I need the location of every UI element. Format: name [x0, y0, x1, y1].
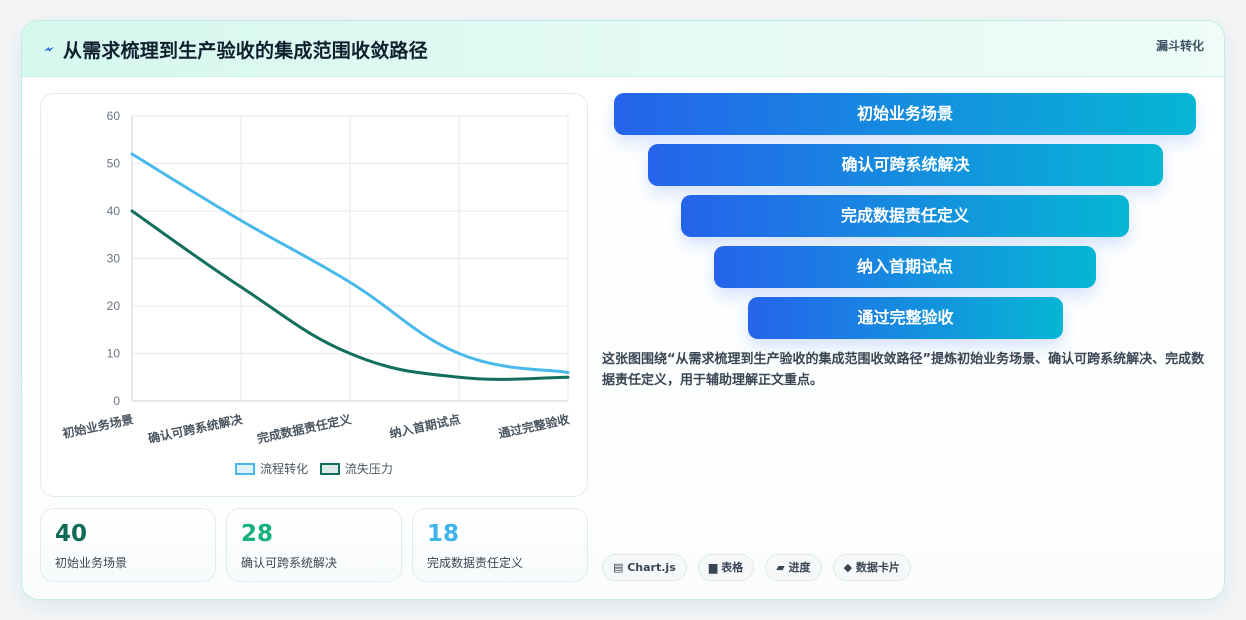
x-tick-label: 初始业务场景: [61, 411, 135, 441]
stat-card-3: 18 完成数据责任定义: [412, 508, 588, 582]
series-line-1: [130, 152, 570, 374]
legend-item-series-1[interactable]: 流程转化: [235, 460, 308, 477]
chip-table[interactable]: ▆ 表格: [697, 554, 755, 581]
y-tick-label: 60: [107, 109, 121, 123]
x-tick-label: 纳入首期试点: [388, 411, 462, 441]
stat-value-1: 40: [55, 521, 88, 547]
header-tag: 漏斗转化: [1155, 39, 1204, 53]
chip-chartjs[interactable]: ▤ Chart.js: [602, 554, 687, 581]
x-tick-label: 确认可跨系统解决: [147, 411, 245, 446]
funnel-stage-2: 确认可跨系统解决: [648, 144, 1163, 186]
stat-label-2: 确认可跨系统解决: [241, 556, 338, 570]
y-tick-label: 40: [107, 204, 121, 218]
chip-label-card: 数据卡片: [855, 561, 900, 574]
chip-label-table: 表格: [721, 561, 744, 574]
page-title: 从需求梳理到生产验收的集成范围收敛路径: [63, 40, 428, 62]
line-chart: 0 10 20 30 40 50 60 初始业务场景 确认可跨系统解决 完成数据责任定义 纳入首期试…: [40, 93, 588, 497]
chart-legend: 流程转化 流失压力: [41, 460, 587, 477]
chip-progress[interactable]: ▰ 进度: [765, 554, 822, 581]
y-tick-label: 10: [107, 347, 121, 361]
tech-chips: ▤ Chart.js ▆ 表格 ▰ 进度 ◆ 数据卡片: [602, 554, 917, 581]
y-tick-label: 30: [107, 252, 121, 266]
stat-label-1: 初始业务场景: [55, 556, 128, 570]
stat-value-3: 18: [427, 521, 460, 547]
card-header: 从需求梳理到生产验收的集成范围收敛路径 漏斗转化: [22, 21, 1224, 77]
funnel-stage-5: 通过完整验收: [748, 297, 1063, 339]
y-tick-label: 0: [113, 394, 120, 408]
y-tick-label: 20: [107, 299, 121, 313]
chart-icon: ▤: [613, 561, 628, 574]
stat-value-2: 28: [241, 521, 274, 547]
stat-card-1: 40 初始业务场景: [40, 508, 216, 582]
stat-label-3: 完成数据责任定义: [427, 556, 524, 570]
progress-icon: ▰: [776, 561, 789, 574]
x-tick-label: 通过完整验收: [497, 411, 571, 441]
legend-swatch-series-1: [235, 463, 256, 475]
stat-card-2: 28 确认可跨系统解决: [226, 508, 402, 582]
card-icon: ◆: [843, 561, 856, 574]
chip-card[interactable]: ◆ 数据卡片: [832, 554, 911, 581]
funnel-stage-1: 初始业务场景: [614, 93, 1196, 135]
chart-canvas: 0 10 20 30 40 50 60 初始业务场景 确认可跨系统解决 完成数据责任定义 纳入首期试…: [61, 109, 571, 446]
x-tick-label: 完成数据责任定义: [256, 411, 354, 446]
chip-label-progress: 进度: [788, 561, 811, 574]
legend-label-series-1: 流程转化: [260, 462, 309, 476]
legend-label-series-2: 流失压力: [344, 462, 393, 476]
legend-item-series-2[interactable]: 流失压力: [319, 460, 393, 477]
lightning-icon: [44, 47, 54, 52]
funnel-stage-4: 纳入首期试点: [714, 246, 1096, 288]
y-tick-label: 50: [107, 157, 121, 171]
main-card: 从需求梳理到生产验收的集成范围收敛路径 漏斗转化 0 10 20 30 40 50 60 初始…: [21, 20, 1225, 600]
series-line-2: [130, 209, 570, 381]
chart-description: 这张图围绕“从需求梳理到生产验收的集成范围收敛路径”提炼初始业务场景、确认可跨系…: [602, 352, 1205, 388]
table-icon: ▆: [708, 561, 722, 574]
funnel-stage-3: 完成数据责任定义: [681, 195, 1129, 237]
legend-swatch-series-2: [319, 463, 340, 475]
chip-label-chartjs: Chart.js: [627, 561, 676, 574]
